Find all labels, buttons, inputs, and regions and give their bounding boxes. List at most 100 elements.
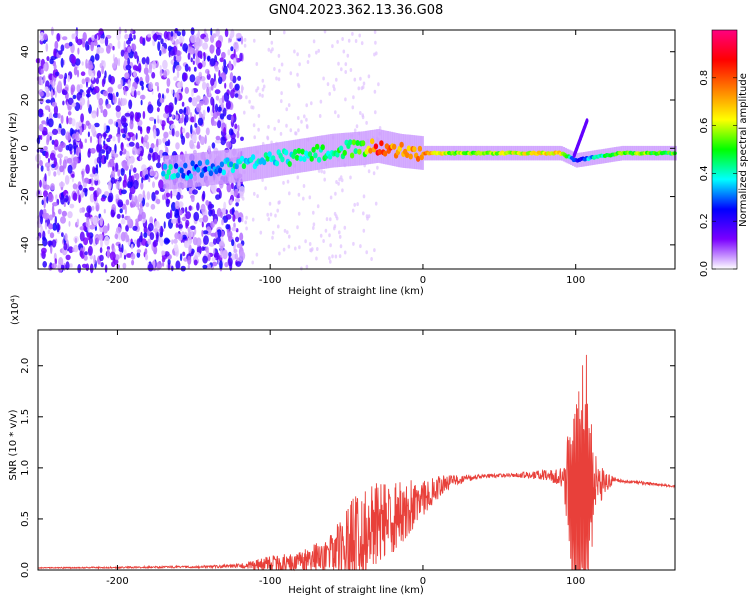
spectrogram-speckle — [173, 238, 178, 244]
spectrogram-speckle — [331, 44, 334, 49]
spectrogram-speckle — [81, 61, 84, 66]
spectrogram-speckle — [61, 89, 68, 96]
spectrogram-speckle — [134, 195, 138, 205]
spectrogram-speckle — [98, 97, 104, 106]
spectrogram-speckle — [172, 188, 178, 197]
spectrogram-speckle — [146, 126, 151, 134]
spectrogram-speckle — [271, 47, 274, 52]
spectrogram-speckle — [225, 100, 231, 110]
spectrogram-speckle — [113, 153, 119, 158]
spectrogram-ridge-point — [271, 155, 276, 162]
spectrogram-speckle — [83, 177, 90, 184]
spectrogram-y-axis-label: Frequency (Hz) — [8, 112, 19, 188]
spectrogram-speckle — [209, 58, 216, 67]
spectrogram-ridge-point — [190, 160, 195, 167]
spectrogram-speckle — [58, 181, 65, 188]
spectrogram-speckle — [159, 97, 165, 104]
spectrogram-speckle — [338, 254, 342, 259]
spectrogram-speckle — [125, 64, 132, 71]
spectrogram-speckle — [44, 222, 48, 230]
spectrogram-speckle — [40, 79, 44, 86]
spectrogram-speckle — [255, 252, 259, 257]
spectrogram-speckle — [43, 33, 48, 41]
spectrogram-speckle — [187, 226, 191, 233]
spectrogram-speckle — [170, 190, 173, 199]
spectrogram-speckle — [315, 50, 318, 55]
spectrogram-speckle — [163, 70, 168, 78]
spectrogram-speckle — [176, 50, 181, 57]
spectrogram-speckle — [53, 63, 57, 71]
spectrogram-speckle — [145, 63, 148, 68]
spectrogram-speckle — [338, 234, 342, 239]
spectrogram-ridge-point — [280, 156, 285, 163]
spectrogram-speckle — [120, 167, 125, 176]
spectrogram-ridge-halo — [407, 134, 410, 169]
spectrogram-ridge-point — [311, 146, 316, 153]
spectrogram-speckle — [196, 95, 201, 102]
spectrogram-speckle — [218, 241, 224, 246]
spectrogram-ridge-point — [298, 155, 303, 162]
spectrogram-speckle — [205, 264, 212, 270]
spectrogram-speckle — [180, 80, 183, 89]
spectrogram-speckle — [354, 39, 358, 43]
spectrogram-speckle — [169, 50, 175, 56]
spectrogram-speckle — [241, 196, 245, 201]
spectrogram-speckle — [120, 115, 127, 126]
spectrogram-speckle — [115, 105, 121, 112]
spectrogram-speckle — [87, 131, 90, 138]
spectrogram-speckle — [206, 73, 211, 80]
spectrogram-speckle — [344, 97, 347, 102]
spectrogram-speckle — [144, 174, 149, 180]
spectrogram-ridge-point — [349, 152, 355, 159]
spectrogram-speckle — [224, 82, 227, 89]
spectrogram-speckle — [367, 214, 371, 219]
spectrogram-ridge-point — [382, 150, 388, 157]
spectrogram-speckle — [340, 67, 343, 72]
spectrogram-speckle — [306, 60, 310, 64]
spectrogram-speckle — [245, 215, 248, 220]
spectrogram-speckle — [223, 59, 227, 68]
spectrogram-speckle — [235, 202, 239, 207]
spectrogram-ridge-point — [219, 161, 225, 168]
spectrogram-speckle — [171, 201, 176, 212]
spectrogram-speckle — [169, 209, 173, 219]
spectrogram-speckle — [315, 256, 318, 261]
spectrogram-speckle — [112, 45, 115, 51]
figure-title: GN04.2023.362.13.36.G08 — [269, 3, 444, 18]
spectrogram-speckle — [93, 254, 96, 265]
spectrogram-speckle — [286, 230, 289, 235]
spectrogram-speckle — [181, 112, 184, 123]
spectrogram-speckle — [141, 177, 144, 184]
spectrogram-ridge-point — [296, 147, 302, 154]
snr-x-tick-label: -100 — [259, 576, 282, 587]
spectrogram-speckle — [228, 60, 232, 70]
spectrogram-speckle — [214, 231, 219, 239]
spectrogram-speckle — [112, 92, 115, 101]
spectrogram-speckle — [175, 114, 179, 121]
spectrogram-speckle — [264, 186, 267, 191]
spectrogram-speckle — [175, 53, 182, 63]
spectrogram-speckle — [47, 157, 51, 164]
spectrogram-speckle — [82, 177, 85, 184]
spectrogram-speckle — [43, 146, 48, 151]
spectrogram-speckle — [54, 215, 57, 226]
spectrogram-speckle — [73, 156, 79, 165]
spectrogram-ridge-point — [335, 151, 340, 158]
spectrogram-speckle — [136, 112, 140, 120]
spectrogram-speckle — [106, 45, 111, 54]
spectrogram-speckle — [163, 237, 170, 245]
spectrogram-speckle — [96, 107, 99, 118]
spectrogram-ridge-point — [261, 159, 267, 166]
spectrogram-speckle — [132, 65, 138, 71]
spectrogram-speckle — [108, 118, 114, 125]
spectrogram-speckle — [98, 135, 102, 145]
spectrogram-speckle — [133, 70, 137, 78]
spectrogram-ridge-point — [205, 159, 210, 166]
spectrogram-speckle — [199, 100, 204, 106]
spectrogram-speckle — [286, 179, 290, 184]
spectrogram-ridge-point — [338, 145, 344, 152]
spectrogram-speckle — [154, 82, 159, 87]
spectrogram-speckle — [305, 264, 309, 269]
spectrogram-speckle — [39, 179, 42, 188]
spectrogram-speckle — [88, 186, 95, 191]
